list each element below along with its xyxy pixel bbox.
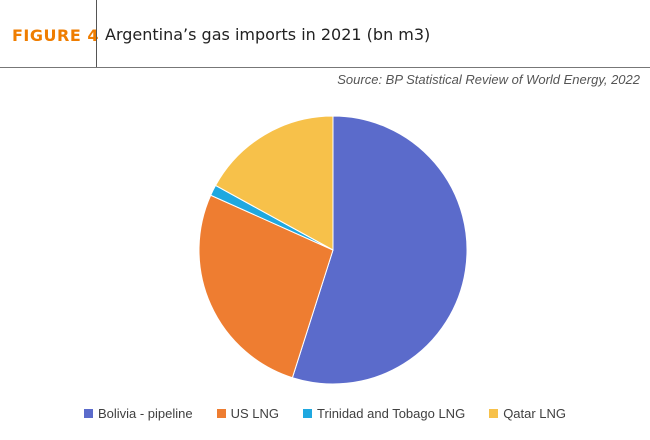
header-separator	[96, 0, 97, 67]
legend-item: Trinidad and Tobago LNG	[303, 406, 465, 421]
pie-slice-bolivia-pipeline	[291, 115, 468, 385]
legend-item: Qatar LNG	[489, 406, 566, 421]
legend-swatch	[216, 409, 226, 418]
figure-header: FIGURE 4 Argentina’s gas imports in 2021…	[0, 0, 650, 67]
figure-title: Argentina’s gas imports in 2021 (bn m3)	[105, 25, 431, 44]
legend-swatch	[83, 409, 93, 418]
legend-label: Trinidad and Tobago LNG	[317, 406, 466, 421]
pie-slice-qatar-lng	[214, 115, 334, 251]
legend-swatch	[303, 409, 313, 418]
legend-item: Bolivia - pipeline	[83, 406, 193, 421]
legend-label: Qatar LNG	[503, 406, 567, 421]
header-rule	[0, 67, 650, 68]
legend-item: US LNG	[216, 406, 280, 421]
chart-legend: Bolivia - pipeline US LNG Trinidad and Tob…	[0, 406, 650, 421]
source-note: Source: BP Statistical Review of World E…	[337, 72, 640, 87]
figure-label: FIGURE 4	[12, 26, 99, 45]
pie-slice-us-lng	[198, 194, 334, 379]
legend-label: US LNG	[230, 406, 280, 421]
legend-label: Bolivia - pipeline	[97, 406, 193, 421]
legend-swatch	[489, 409, 499, 418]
